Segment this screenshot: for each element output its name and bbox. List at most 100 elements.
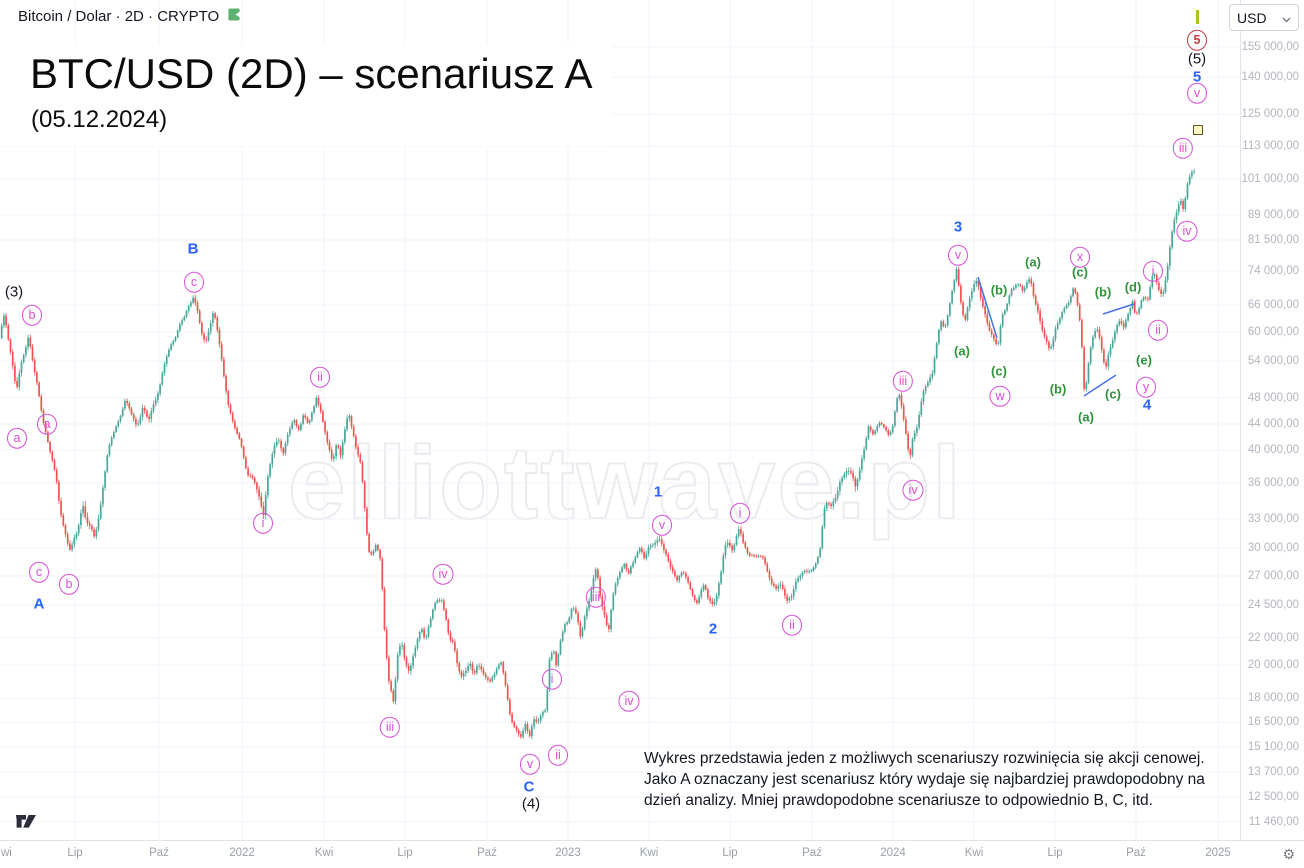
grid-lines [0,0,1240,840]
wave-label-x[interactable]: x [1070,246,1090,268]
price-tick-label: 66 000,00 [1247,299,1299,311]
wave-label-5[interactable]: 5 [1192,68,1202,86]
wave-label-a[interactable]: a [37,413,57,435]
page-title: BTC/USD (2D) – scenariusz A [30,50,593,97]
price-tick-label: 33 000,00 [1247,513,1299,525]
wave-label-iv[interactable]: iv [618,690,640,712]
wave-label-b[interactable]: b [59,573,79,595]
tradingview-logo[interactable] [16,814,36,834]
price-axis[interactable]: 155 000,00 140 000,00 125 000,00 113 000,00… [1240,0,1304,840]
time-tick-label: Kwi [964,847,984,859]
price-tick-label: 40 000,00 [1247,444,1299,456]
wave-label-v[interactable]: v [948,244,968,266]
price-tick-label: 11 460,00 [1248,816,1299,828]
wave-label-ii[interactable]: ii [310,366,330,388]
price-tick-label: 113 000,00 [1242,140,1299,152]
trend-line-2[interactable] [1083,374,1117,397]
description-line: dzień analizy. Mniej prawdopodobne scena… [644,792,1153,809]
wave-label-a[interactable]: (a) [1078,409,1094,425]
trend-line-0[interactable] [977,276,998,339]
symbol-legend[interactable]: Bitcoin / Dolar · 2D · CRYPTO [18,7,242,26]
wave-label-b[interactable]: (b) [990,282,1008,298]
wave-label-4[interactable]: (4) [521,795,541,813]
candle-up-wicks [1,169,1195,740]
wave-label-v[interactable]: v [520,753,540,775]
description-text: Wykres przedstawia jeden z możliwych sce… [644,748,1205,811]
time-tick-label: Kwi [314,847,334,859]
wave-label-A[interactable]: A [33,595,45,613]
wave-label-c[interactable]: c [184,271,204,293]
wave-label-i[interactable]: i [542,668,562,690]
currency-selector-label: USD [1237,9,1267,26]
price-tick-label: 74 000,00 [1247,265,1299,277]
price-tick-label: 81 500,00 [1247,234,1299,246]
wave-label-B[interactable]: B [187,240,199,258]
wave-label-1[interactable]: 1 [653,483,663,501]
time-tick-label: 2023 [555,847,581,859]
time-axis[interactable]: wi Lip Paź 2022 Kwi Lip Paź 2023 Kwi Lip Paź 2024 Kw… [0,840,1304,868]
anchor-square-marker[interactable] [1193,125,1203,135]
wave-label-ii[interactable]: ii [1148,319,1168,341]
description-line: Wykres przedstawia jeden z możliwych sce… [644,750,1205,767]
candle-down-wicks [5,198,1184,739]
wave-label-iii[interactable]: iii [585,586,607,608]
flag-icon[interactable] [227,7,242,26]
wave-label-3[interactable]: 3 [953,218,963,236]
wave-label-c[interactable]: (c) [1105,386,1121,402]
time-tick-label: Paź [802,847,822,859]
time-tick-label: Lip [67,847,83,859]
wave-label-c[interactable]: c [29,561,49,583]
wave-label-iii[interactable]: iii [379,716,401,738]
price-tick-label: 44 000,00 [1247,418,1299,430]
wave-label-a[interactable]: (a) [954,343,970,359]
wave-label-v[interactable]: v [652,514,672,536]
settings-gear-icon[interactable]: ⚙ [1282,847,1295,863]
wave-label-c[interactable]: (c) [1072,264,1088,280]
wave-label-5[interactable]: 5 [1187,29,1207,51]
wave-label-C[interactable]: C [523,778,535,796]
currency-selector[interactable]: USD [1229,4,1299,31]
trend-line-1[interactable] [1102,303,1135,315]
wave-label-y[interactable]: y [1136,376,1156,398]
wave-label-a[interactable]: a [7,427,27,449]
wave-label-iii[interactable]: iii [1172,137,1194,159]
price-tick-label: 15 100,00 [1247,741,1299,753]
wave-label-3[interactable]: (3) [4,283,24,301]
wave-label-2[interactable]: 2 [708,620,718,638]
wave-label-ii[interactable]: ii [548,744,568,766]
wave-label-b[interactable]: (b) [1049,381,1067,397]
chevron-down-icon [1282,10,1291,26]
wave-label-i[interactable]: i [730,502,750,524]
time-tick-label: Lip [722,847,738,859]
wave-label-i[interactable]: i [253,512,273,534]
wave-label-4[interactable]: 4 [1142,396,1152,414]
time-tick-label: 2022 [229,847,255,859]
wave-label-c[interactable]: (c) [991,363,1007,379]
price-tick-label: 30 000,00 [1247,542,1299,554]
time-tick-label: wi [1,847,12,859]
time-tick-label: Lip [1047,847,1063,859]
wave-label-iv[interactable]: iv [902,479,924,501]
symbol-legend-text[interactable]: Bitcoin / Dolar · 2D · CRYPTO [18,8,220,25]
price-tick-label: 12 500,00 [1247,791,1299,803]
wave-label-a[interactable]: (a) [1025,254,1041,270]
time-tick-label: 2024 [880,847,906,859]
price-tick-label: 27 000,00 [1247,570,1299,582]
wave-label-b[interactable]: b [22,304,42,326]
wave-label-w[interactable]: w [989,385,1011,407]
wave-label-i[interactable]: i [1143,260,1163,282]
wave-label-iii[interactable]: iii [892,370,914,392]
wave-label-ii[interactable]: ii [782,614,802,636]
price-tick-label: 101 000,00 [1241,173,1299,185]
wave-label-v[interactable]: v [1187,82,1207,104]
wave-label-e[interactable]: (e) [1136,352,1152,368]
wave-label-b[interactable]: (b) [1094,284,1112,300]
wave-label-iv[interactable]: iv [1176,220,1198,242]
description-line: Jako A oznaczany jest scenariusz który w… [644,771,1205,788]
candle-down-bodies [5,200,1184,737]
wave-label-5[interactable]: (5) [1187,50,1207,68]
wave-label-d[interactable]: (d) [1124,279,1142,295]
lime-tick-marker[interactable] [1196,10,1199,24]
wave-label-iv[interactable]: iv [432,563,454,585]
